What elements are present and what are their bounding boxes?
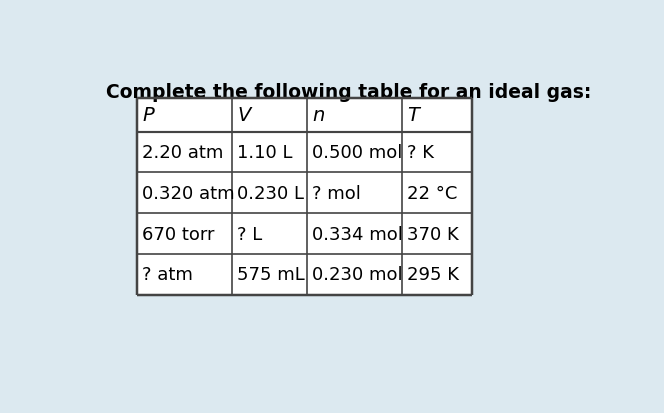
Text: 0.320 atm: 0.320 atm <box>142 184 235 202</box>
Text: 2.20 atm: 2.20 atm <box>142 144 224 161</box>
Text: 670 torr: 670 torr <box>142 225 214 243</box>
Bar <box>137 99 471 295</box>
Text: 0.334 mol: 0.334 mol <box>312 225 403 243</box>
Text: n: n <box>312 106 325 125</box>
Text: 22 °C: 22 °C <box>407 184 457 202</box>
Text: 0.500 mol: 0.500 mol <box>312 144 402 161</box>
Text: 370 K: 370 K <box>407 225 459 243</box>
Text: ? mol: ? mol <box>312 184 361 202</box>
Text: 0.230 L: 0.230 L <box>238 184 304 202</box>
Text: 0.230 mol: 0.230 mol <box>312 266 402 284</box>
Text: 1.10 L: 1.10 L <box>238 144 293 161</box>
Text: 295 K: 295 K <box>407 266 459 284</box>
Text: V: V <box>238 106 251 125</box>
Text: ? L: ? L <box>238 225 263 243</box>
Text: P: P <box>142 106 154 125</box>
Text: 575 mL: 575 mL <box>238 266 305 284</box>
Text: ? atm: ? atm <box>142 266 193 284</box>
Text: T: T <box>407 106 419 125</box>
Text: Complete the following table for an ideal gas:: Complete the following table for an idea… <box>106 83 592 102</box>
Text: ? K: ? K <box>407 144 434 161</box>
